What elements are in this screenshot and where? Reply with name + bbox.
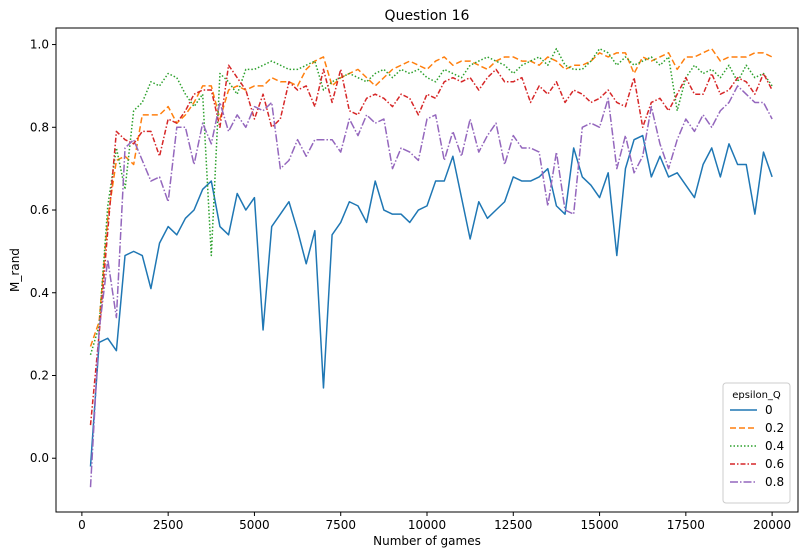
legend-entry-label: 0.2 — [765, 421, 784, 435]
x-axis: 0 2500 5000 7500 10000 12500 15000 17500 20000 — [78, 512, 791, 532]
x-tick-label: 0 — [78, 518, 86, 532]
legend-entry-label: 0.6 — [765, 457, 784, 471]
series-layer — [89, 47, 773, 488]
x-tick-label: 10000 — [408, 518, 446, 532]
legend-entry-label: 0 — [765, 403, 773, 417]
x-tick-label: 12500 — [494, 518, 532, 532]
y-tick-label: 0.6 — [30, 203, 49, 217]
legend-title: epsilon_Q — [732, 390, 781, 401]
y-axis: 0.0 0.2 0.4 0.6 0.8 1.0 — [30, 38, 56, 465]
chart-title: Question 16 — [385, 8, 470, 24]
y-tick-label: 0.4 — [30, 286, 49, 300]
x-tick-label: 5000 — [239, 518, 270, 532]
x-tick-label: 2500 — [153, 518, 184, 532]
y-tick-label: 0.8 — [30, 120, 49, 134]
series-line-0-6 — [89, 64, 773, 426]
x-tick-label: 20000 — [753, 518, 791, 532]
legend-entry-label: 0.8 — [765, 475, 784, 489]
y-tick-label: 0.0 — [30, 451, 49, 465]
legend-box — [722, 382, 791, 504]
y-axis-label: M_rand — [8, 248, 22, 292]
series-line-0-2 — [89, 47, 773, 347]
legend: epsilon_Q 0 0.2 0.4 0.6 0.8 — [722, 382, 791, 504]
legend-entry-label: 0.4 — [765, 439, 784, 453]
x-tick-label: 17500 — [667, 518, 705, 532]
x-axis-label: Number of games — [373, 534, 481, 548]
series-line-0-8 — [89, 85, 773, 488]
series-line-0 — [89, 134, 773, 467]
x-tick-label: 7500 — [325, 518, 356, 532]
y-tick-label: 0.2 — [30, 368, 49, 382]
x-tick-label: 15000 — [580, 518, 618, 532]
y-tick-label: 1.0 — [30, 38, 49, 52]
